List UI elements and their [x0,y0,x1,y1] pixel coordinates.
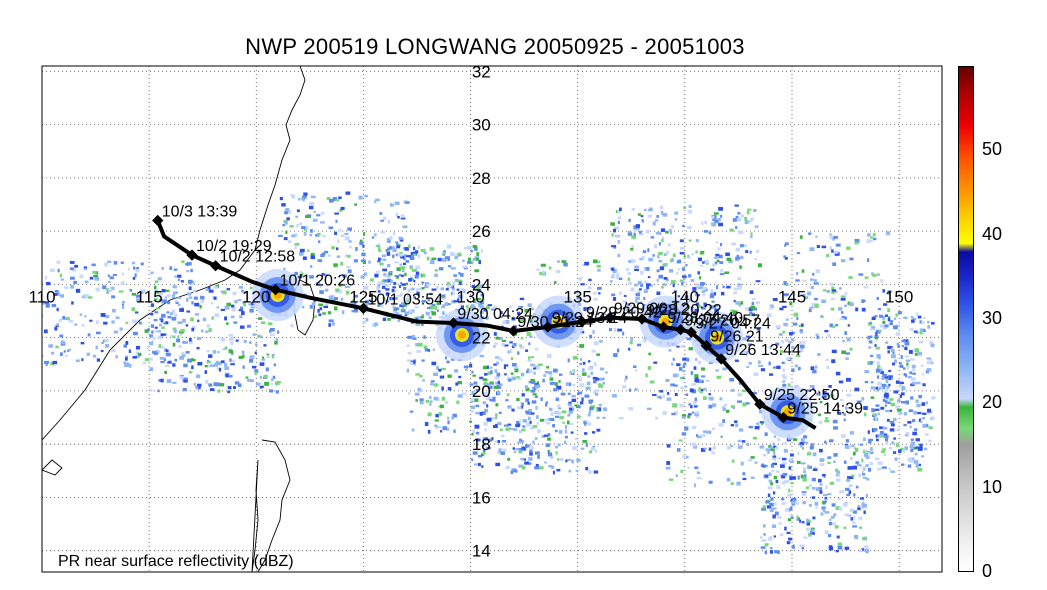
coastline-hainan [42,459,63,476]
track-label-25: 10/3 13:39 [162,203,238,220]
colorbar-tick-30: 30 [982,308,1003,328]
track-point-18 [357,302,370,315]
track-point-5 [715,353,727,365]
track-label-13: 9/29 13:14 [552,310,628,327]
lat-tick-22: 22 [472,329,491,348]
track-label-3: 9/25 22:50 [764,387,840,404]
track-label-23: 10/2 19:29 [196,238,272,255]
lat-tick-28: 28 [472,169,491,188]
track-point-2 [777,411,790,424]
reflectivity-colorbar [958,66,974,572]
track-label-10: 9/28 20:22 [646,302,722,319]
lat-tick-20: 20 [472,382,491,401]
track-point-25 [152,214,164,227]
plot-border [41,65,943,573]
track-point-8 [674,323,687,336]
lat-tick-30: 30 [472,116,491,135]
footnote-label: PR near surface reflectivity (dBZ) [58,553,294,570]
lon-tick-130: 130 [456,288,484,307]
colorbar-tick-40: 40 [982,223,1003,244]
colorbar-tick-10: 10 [982,476,1003,497]
lat-tick-32: 32 [472,62,491,81]
track-point-16 [447,317,460,329]
track-point-6 [700,339,712,352]
track-point-22 [209,260,222,272]
map-title: NWP 200519 LONGWANG 20050925 - 20051003 [245,34,745,59]
lon-tick-135: 135 [564,288,592,307]
lon-tick-115: 115 [136,288,163,307]
lat-tick-24: 24 [472,275,491,294]
track-label-5: 9/26 13:44 [725,342,801,359]
track-point-20 [269,284,282,296]
storm-core-1 [458,330,466,339]
track-point-12 [576,316,588,328]
track-point-7 [685,326,697,338]
coastline-china [42,66,306,441]
lon-tick-125: 125 [349,288,377,307]
track-point-9 [657,321,670,333]
track-label-2: 9/25 14:39 [787,401,863,418]
lon-tick-145: 145 [778,288,806,307]
colorbar-tick-0: 0 [982,561,993,581]
colorbar-tick-50: 50 [982,139,1003,160]
track-label-9: 9/28 04:40 [667,310,743,327]
typhoon-track: 9/25 14:399/25 22:509/26 13:449/26 219/2… [152,203,863,430]
track-label-16: 9/30 04:24 [457,306,533,323]
track-label-20: 10/1 20:26 [280,273,356,290]
track-label-22: 10/2 12:58 [220,249,296,266]
track-label-18: 10/1 03:54 [367,291,443,308]
track-label-7: 9/27 04:24 [695,315,771,332]
reflectivity-layer [42,191,936,555]
track-label-8: 9/27 20:57 [685,313,761,330]
track-label-11: 9/29 06:12 [614,301,690,318]
track-line [155,219,817,430]
lat-tick-14: 14 [472,542,491,561]
track-point-3 [754,398,766,410]
track-point-11 [604,312,616,324]
lon-tick-140: 140 [671,288,699,307]
track-point-10 [636,313,648,325]
track-point-13 [542,321,554,333]
track-label-12: 9/29 20:42 [586,305,662,322]
storm-core-4 [713,333,721,342]
track-label-14: 9/30 21:24 [517,314,593,331]
track-point-23 [186,249,198,261]
lat-tick-18: 18 [472,435,491,454]
colorbar-tick-20: 20 [982,392,1003,413]
lon-tick-150: 150 [885,288,913,307]
track-label-6: 9/26 21 [710,329,763,346]
lat-tick-16: 16 [472,488,491,507]
lat-tick-26: 26 [472,222,491,241]
lon-tick-120: 120 [242,288,270,307]
coastline-luzon [251,439,291,572]
